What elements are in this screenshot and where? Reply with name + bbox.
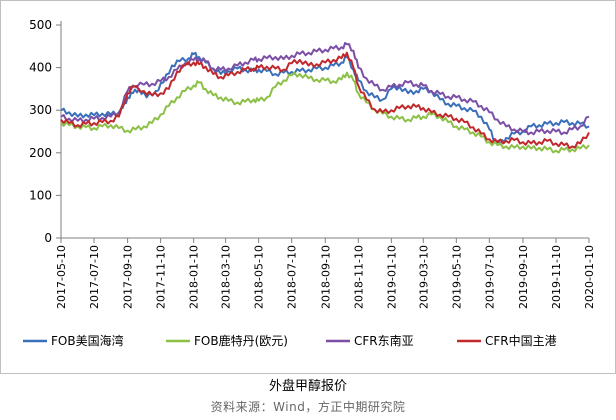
x-tick-label: 2020-01-10 [583,245,596,309]
series-layer [60,42,590,154]
x-tick-label: 2017-07-10 [88,245,101,309]
x-tick-label: 2018-01-10 [188,245,201,309]
x-tick-label: 2019-01-10 [385,245,398,309]
x-tick-label: 2019-11-10 [550,245,563,309]
legend-label-4: CFR中国主港 [485,333,557,348]
x-tick-label: 2017-11-10 [155,245,168,309]
x-tick-label: 2019-09-10 [517,245,530,309]
series-line-2 [60,71,590,154]
y-tick-label: 300 [29,103,52,117]
y-axis: 0 100 200 300 400 500 [29,18,62,245]
x-tick-label: 2017-05-10 [55,245,68,309]
series-line-1 [60,51,590,146]
x-tick-label: 2019-05-10 [450,245,463,309]
y-tick-label: 0 [44,231,52,245]
y-tick-label: 200 [29,146,52,160]
x-tick-label: 2019-07-10 [483,245,496,309]
series-line-3 [60,42,590,136]
chart-caption: 外盘甲醇报价 [268,379,347,394]
x-tick-label: 2018-07-10 [286,245,299,309]
x-tick-label: 2018-09-10 [319,245,332,309]
y-tick-label: 100 [29,188,52,202]
x-tick-label: 2018-11-10 [352,245,365,309]
y-tick-label: 500 [29,18,52,32]
source-note: 资料来源：Wind，方正中期研究院 [210,400,406,414]
legend-label-3: CFR东南亚 [354,333,414,348]
x-axis: 2017-05-10 2017-07-10 2017-09-10 2017-11-10… [55,237,596,309]
legend-label-1: FOB美国海湾 [51,333,124,348]
x-tick-label: 2018-03-10 [220,245,233,309]
y-tick-label: 400 [29,61,52,75]
legend: FOB美国海湾 FOB鹿特丹(欧元) CFR东南亚 CFR中国主港 [23,333,557,348]
legend-label-2: FOB鹿特丹(欧元) [194,333,288,348]
series-line-4 [60,51,590,150]
x-tick-label: 2017-09-10 [122,245,135,309]
chart-frame: 0 100 200 300 400 500 2017-05-10 2017-07-10 201… [0,0,616,374]
x-tick-label: 2019-03-10 [417,245,430,309]
x-tick-label: 2018-05-10 [253,245,266,309]
